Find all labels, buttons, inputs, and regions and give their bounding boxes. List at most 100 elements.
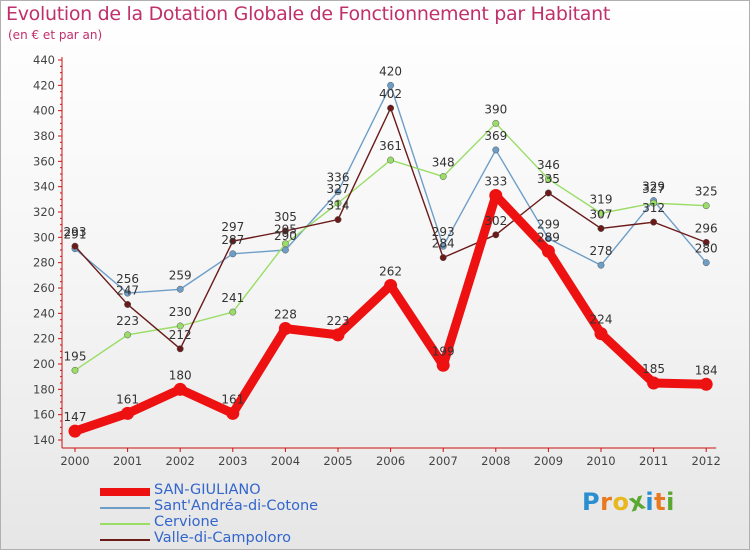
x-tick-label: 2010 xyxy=(586,454,615,468)
data-point xyxy=(594,327,608,341)
data-label: 195 xyxy=(64,349,87,363)
data-point xyxy=(229,250,237,258)
data-point xyxy=(439,242,447,250)
data-label: 223 xyxy=(327,314,350,328)
data-label: 333 xyxy=(484,175,507,189)
data-point xyxy=(650,199,658,207)
data-label: 262 xyxy=(379,264,402,278)
data-point xyxy=(492,146,500,154)
data-label: 327 xyxy=(642,182,665,196)
y-tick-label: 260 xyxy=(33,281,55,295)
data-label: 212 xyxy=(169,328,192,342)
data-point xyxy=(544,235,552,243)
y-tick-label: 160 xyxy=(33,408,55,422)
data-label: 314 xyxy=(327,199,350,213)
y-tick-label: 180 xyxy=(33,382,55,396)
data-label: 348 xyxy=(432,156,455,170)
data-label: 312 xyxy=(642,201,665,215)
data-label: 278 xyxy=(590,244,613,258)
y-tick-label: 300 xyxy=(33,230,55,244)
data-point xyxy=(281,246,289,254)
data-point xyxy=(650,218,658,226)
data-label: 184 xyxy=(695,363,718,377)
legend-label: Sant'Andréa-di-Cotone xyxy=(154,498,319,514)
x-tick-label: 2005 xyxy=(323,454,352,468)
data-point xyxy=(176,285,184,293)
y-tick-label: 420 xyxy=(33,78,55,92)
x-tick-label: 2006 xyxy=(376,454,405,468)
data-point xyxy=(173,382,187,396)
y-tick-label: 360 xyxy=(33,154,55,168)
data-label: 402 xyxy=(379,87,402,101)
data-point xyxy=(334,199,342,207)
data-point xyxy=(229,237,237,245)
data-point xyxy=(226,406,240,420)
data-label: 335 xyxy=(537,172,560,186)
data-point xyxy=(439,254,447,262)
data-point xyxy=(176,345,184,353)
data-label: 305 xyxy=(274,210,297,224)
data-point xyxy=(387,81,395,89)
y-tick-label: 320 xyxy=(33,205,55,219)
data-point xyxy=(702,202,710,210)
data-label: 390 xyxy=(484,102,507,116)
data-point xyxy=(597,209,605,217)
legend-swatch xyxy=(100,488,150,496)
data-point xyxy=(124,331,132,339)
data-label: 256 xyxy=(116,272,139,286)
data-label: 325 xyxy=(695,185,718,199)
data-label: 307 xyxy=(590,207,613,221)
data-label: 319 xyxy=(590,192,613,206)
data-label: 346 xyxy=(537,158,560,172)
proxiti-logo: Proxiti xyxy=(582,486,675,518)
data-label: 259 xyxy=(169,268,192,282)
data-point xyxy=(647,376,661,390)
data-label: 296 xyxy=(695,221,718,235)
x-tick-label: 2004 xyxy=(271,454,300,468)
data-label: 369 xyxy=(484,129,507,143)
data-label: 290 xyxy=(274,229,297,243)
data-label: 247 xyxy=(116,283,139,297)
x-tick-label: 2000 xyxy=(60,454,89,468)
x-tick-label: 2002 xyxy=(166,454,195,468)
x-tick-label: 2007 xyxy=(429,454,458,468)
data-label: 161 xyxy=(116,392,139,406)
x-tick-label: 2008 xyxy=(481,454,510,468)
y-tick-label: 280 xyxy=(33,256,55,270)
data-label: 287 xyxy=(221,233,244,247)
data-label: 293 xyxy=(64,225,87,239)
data-label: 228 xyxy=(274,308,297,322)
data-point xyxy=(436,358,450,372)
data-label: 291 xyxy=(64,228,87,242)
x-tick-label: 2012 xyxy=(692,454,721,468)
data-point xyxy=(278,322,292,336)
y-tick-label: 340 xyxy=(33,180,55,194)
data-point xyxy=(439,173,447,180)
x-tick-label: 2001 xyxy=(113,454,142,468)
x-tick-label: 2009 xyxy=(534,454,563,468)
data-point xyxy=(176,322,184,330)
data-point xyxy=(702,238,710,246)
data-label: 336 xyxy=(327,171,350,185)
x-tick-label: 2011 xyxy=(639,454,668,468)
data-point xyxy=(597,261,605,269)
data-point xyxy=(331,328,345,342)
data-point xyxy=(71,366,79,374)
series-line xyxy=(74,84,707,294)
data-label: 361 xyxy=(379,139,402,153)
data-point xyxy=(541,244,555,258)
data-label: 180 xyxy=(169,368,192,382)
data-label: 230 xyxy=(169,305,192,319)
data-point xyxy=(281,227,289,235)
y-tick-label: 380 xyxy=(33,129,55,143)
data-label: 329 xyxy=(642,180,665,194)
data-point xyxy=(544,175,552,183)
data-label: 297 xyxy=(221,220,244,234)
data-point xyxy=(702,259,710,267)
x-tick-label: 2003 xyxy=(218,454,247,468)
data-label: 147 xyxy=(64,410,87,424)
data-point xyxy=(597,225,605,232)
data-label: 302 xyxy=(484,214,507,228)
